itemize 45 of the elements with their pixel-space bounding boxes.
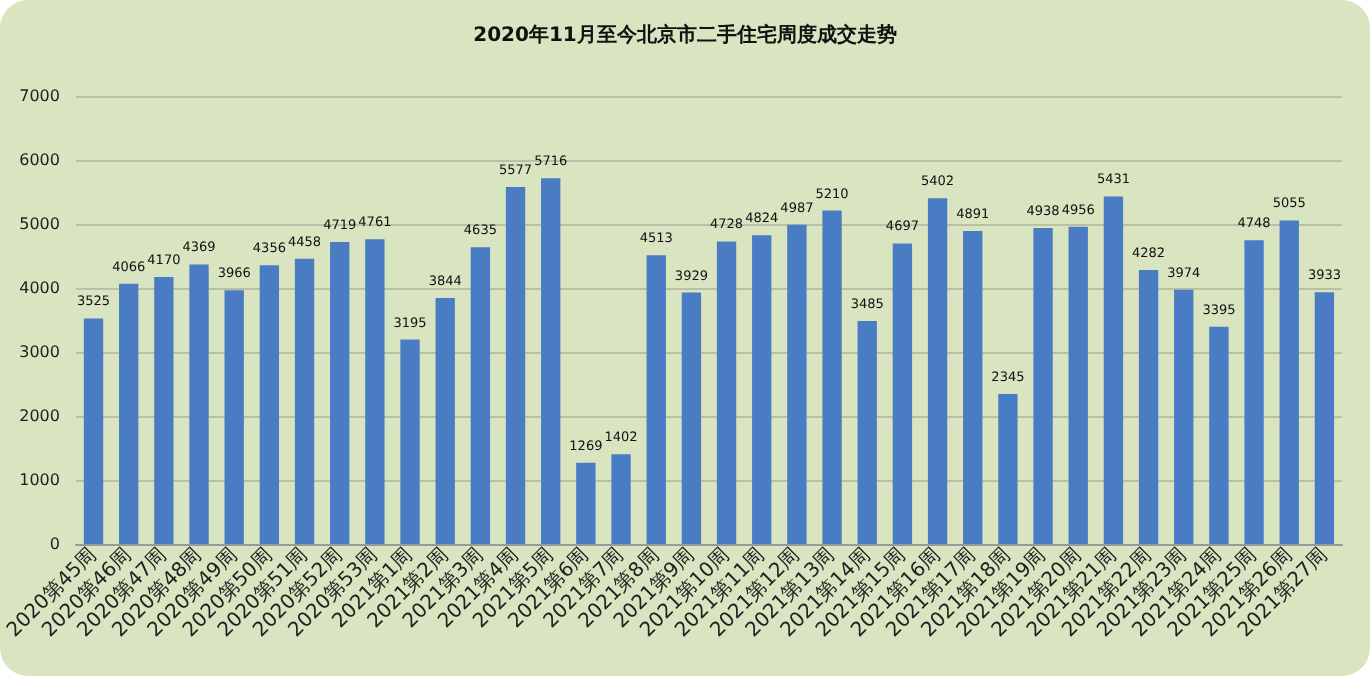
bar <box>119 283 139 544</box>
bar <box>963 230 983 544</box>
bar <box>646 255 666 544</box>
bar <box>752 235 772 544</box>
bar <box>1033 227 1053 544</box>
bar <box>998 393 1018 544</box>
bar <box>400 339 420 544</box>
y-tick-label: 3000 <box>19 343 60 361</box>
bar <box>857 320 877 544</box>
bar <box>470 247 491 544</box>
bar <box>1314 292 1335 544</box>
chart-title: 2020年11月至今北京市二手住宅周度成交走势 <box>473 23 897 47</box>
y-tick-label: 5000 <box>19 215 60 233</box>
bar <box>1138 269 1159 544</box>
bar <box>259 265 280 544</box>
y-tick-label: 1000 <box>19 471 60 489</box>
bar <box>681 292 702 544</box>
y-tick-label: 0 <box>49 535 60 553</box>
bar <box>224 290 244 544</box>
bar <box>1244 240 1264 544</box>
bar <box>927 198 948 544</box>
bar <box>505 187 526 544</box>
bar <box>435 297 455 544</box>
bar <box>1209 326 1229 544</box>
bar <box>189 264 209 544</box>
bar <box>330 241 350 544</box>
bar <box>1103 196 1124 544</box>
y-tick-label: 7000 <box>19 87 60 105</box>
bar <box>83 318 104 544</box>
bar <box>1068 226 1088 544</box>
bar <box>541 178 561 544</box>
bar <box>716 241 737 544</box>
bar <box>294 258 315 544</box>
bar <box>892 243 913 544</box>
bar <box>787 224 807 544</box>
bar <box>822 210 842 544</box>
bar <box>611 454 631 544</box>
bar <box>1174 289 1194 544</box>
bar <box>365 239 385 544</box>
y-tick-label: 2000 <box>19 407 60 425</box>
y-tick-label: 6000 <box>19 151 60 169</box>
y-tick-label: 4000 <box>19 279 60 297</box>
bar <box>154 277 174 544</box>
bar <box>576 462 596 544</box>
bar <box>1279 220 1299 544</box>
